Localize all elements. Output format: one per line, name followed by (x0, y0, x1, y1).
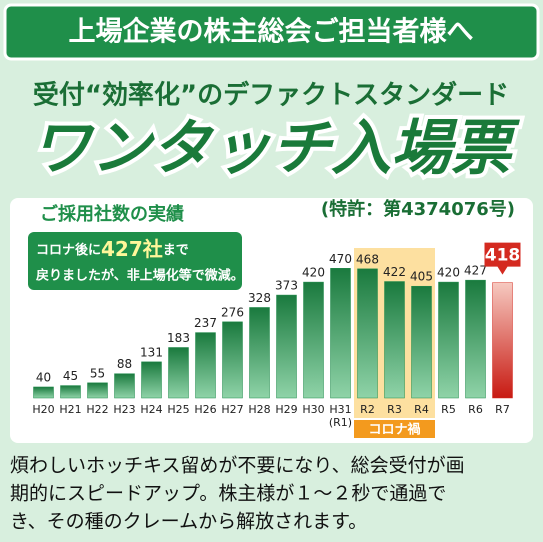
value-label: 55 (90, 366, 105, 380)
bar (411, 285, 432, 399)
x-tick-label: H31 (329, 403, 351, 416)
x-tick-label: H29 (275, 403, 297, 416)
value-label: 418 (485, 246, 521, 266)
highlight-label-box (354, 420, 435, 438)
bar (195, 332, 216, 399)
product: ワンタッチ入場票 (31, 114, 520, 184)
value-label: 470 (329, 252, 352, 266)
x-tick-label: H24 (140, 403, 162, 416)
banner: 上場企業の株主総会ご担当者様へ (69, 16, 474, 48)
value-label: 45 (63, 369, 78, 383)
x-tick-label: H28 (248, 403, 270, 416)
note-line: 戻りましたが、非上場化等で微減。 (35, 268, 244, 284)
x-tick-sublabel: (R1) (329, 416, 352, 429)
value-label: 468 (356, 252, 379, 266)
value-label: 40 (36, 370, 51, 384)
x-tick-label: H30 (302, 403, 324, 416)
bar (222, 321, 243, 399)
chart: コロナ禍 40 H20 45 H21 55 H22 88 H23 131 H24 183 H25 237 H… (32, 242, 521, 438)
bar (330, 268, 351, 399)
x-tick-label: R3 (387, 403, 402, 416)
bar (438, 281, 459, 399)
x-tick-label: R4 (414, 403, 429, 416)
x-tick-label: H20 (32, 403, 54, 416)
value-callout (484, 242, 521, 275)
value-label: 420 (302, 266, 325, 280)
body-line: き、その種のクレームから解放されます。 (10, 511, 367, 533)
bar (465, 279, 486, 399)
value-label: 420 (437, 266, 460, 280)
value-label: 373 (275, 279, 298, 293)
note-part: まで (163, 243, 189, 258)
bar (33, 386, 54, 399)
x-tick-label: R7 (495, 403, 510, 416)
bar (492, 282, 513, 399)
x-tick-label: H23 (113, 403, 135, 416)
note-part: コロナ後に (36, 242, 101, 258)
bar (303, 281, 324, 399)
chart-title: ご採用社数の実績 (40, 203, 184, 225)
value-label: 183 (167, 331, 190, 345)
x-tick-label: H22 (86, 403, 108, 416)
value-label: 405 (410, 270, 433, 284)
value-label: 237 (194, 316, 217, 330)
x-tick-label: R5 (441, 403, 456, 416)
value-label: 131 (140, 345, 163, 359)
bar (141, 361, 162, 399)
value-label: 88 (117, 357, 132, 371)
value-label: 422 (383, 265, 406, 279)
body-line: 煩わしいホッチキス留めが不要になり、総会受付が画 (10, 455, 465, 477)
bar (60, 385, 81, 399)
patent: (特許：第4374076号) (321, 198, 515, 220)
bar (276, 294, 297, 399)
value-label: 328 (248, 291, 271, 305)
bar (357, 268, 378, 399)
note-line: コロナ後に427社まで (36, 237, 189, 261)
x-tick-label: H21 (59, 403, 81, 416)
bar (249, 307, 270, 399)
bar (384, 281, 405, 399)
note-part: 427社 (101, 237, 163, 261)
value-label: 276 (221, 305, 244, 319)
highlight-label: コロナ禍 (368, 422, 420, 438)
value-label: 427 (464, 264, 487, 278)
x-tick-label: H26 (194, 403, 216, 416)
x-tick-label: H25 (167, 403, 189, 416)
bar (114, 373, 135, 399)
banner-box (3, 3, 540, 61)
bar (87, 382, 108, 399)
bar (168, 347, 189, 399)
x-tick-label: R6 (468, 403, 483, 416)
note-box (28, 232, 242, 290)
x-tick-label: R2 (360, 403, 375, 416)
body-line: 期的にスピードアップ。株主様が１〜２秒で通過で (10, 483, 446, 505)
x-tick-label: H27 (221, 403, 243, 416)
tagline: 受付“効率化”のデファクトスタンダード (33, 80, 509, 111)
